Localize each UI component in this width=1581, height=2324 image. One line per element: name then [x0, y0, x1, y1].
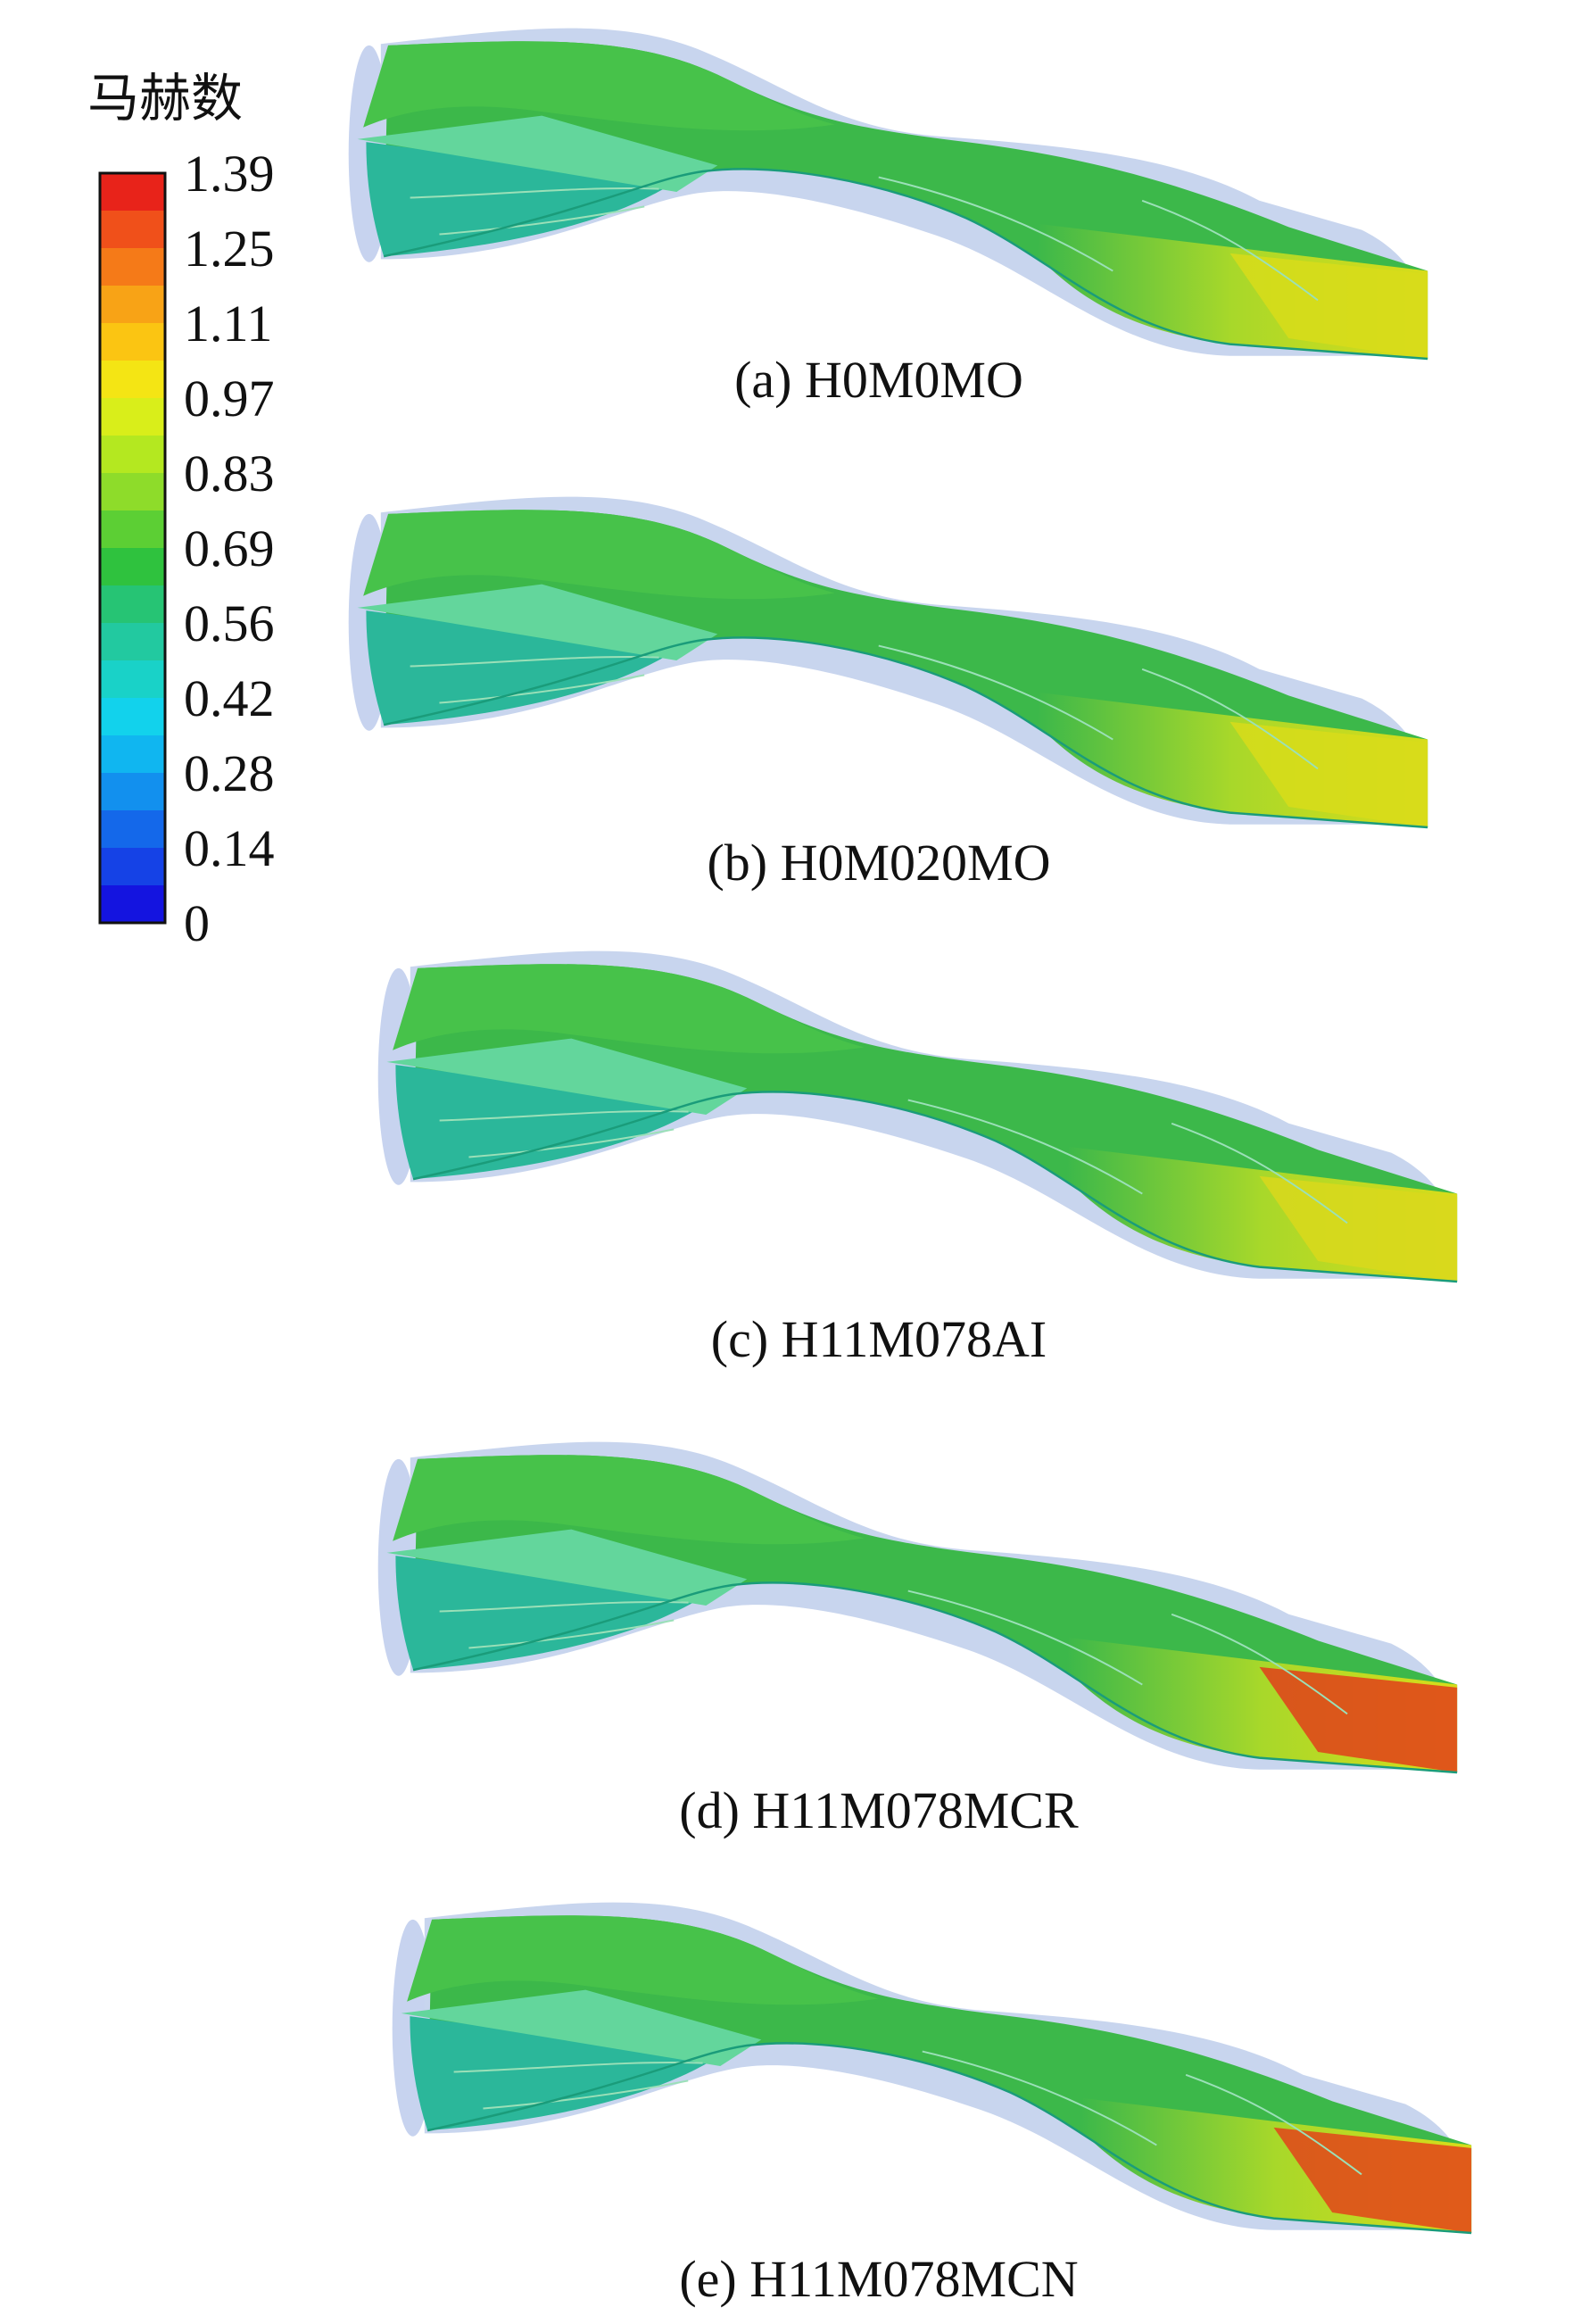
colorbar-band — [100, 848, 165, 886]
colorbar-band — [100, 698, 165, 736]
colorbar-band — [100, 623, 165, 661]
colorbar-label: 0.83 — [184, 444, 275, 502]
colorbar-label: 0.42 — [184, 669, 275, 727]
colorbar-label: 0.28 — [184, 744, 275, 802]
caption: (e) H11M078MCN — [679, 2250, 1078, 2308]
colorbar-label: 1.25 — [184, 220, 275, 278]
duct-a — [347, 27, 1429, 361]
colorbar-band — [100, 510, 165, 549]
colorbar-band — [100, 885, 165, 924]
caption: (c) H11M078AI — [711, 1310, 1047, 1368]
colorbar-band — [100, 473, 165, 511]
colorbar-label: 1.11 — [184, 295, 272, 353]
colorbar-band — [100, 173, 165, 212]
colorbar-label: 0.69 — [184, 519, 275, 577]
duct-e — [391, 1901, 1473, 2235]
caption: (d) H11M078MCR — [679, 1781, 1079, 1839]
colorbar-label: 0.97 — [184, 369, 275, 427]
colorbar-band — [100, 248, 165, 286]
colorbar-band — [100, 211, 165, 249]
colorbar-band — [100, 585, 165, 624]
colorbar-band — [100, 773, 165, 811]
colorbar-label: 0.56 — [184, 594, 275, 652]
duct-d — [377, 1440, 1459, 1774]
colorbar-band — [100, 286, 165, 324]
colorbar-label: 0.14 — [184, 819, 275, 877]
colorbar — [100, 173, 165, 924]
duct-b — [347, 495, 1429, 829]
colorbar-label: 1.39 — [184, 145, 275, 203]
caption: (b) H0M020MO — [707, 834, 1050, 892]
legend-title: 马赫数 — [87, 68, 243, 129]
colorbar-band — [100, 398, 165, 436]
colorbar-band — [100, 548, 165, 586]
colorbar-band — [100, 735, 165, 774]
caption: (a) H0M0MO — [734, 351, 1023, 409]
colorbar-band — [100, 436, 165, 474]
duct-c — [377, 950, 1459, 1283]
colorbar-frame — [98, 171, 167, 925]
colorbar-band — [100, 361, 165, 399]
colorbar-band — [100, 810, 165, 849]
colorbar-label: 0 — [184, 894, 210, 952]
colorbar-band — [100, 660, 165, 699]
colorbar-band — [100, 323, 165, 361]
